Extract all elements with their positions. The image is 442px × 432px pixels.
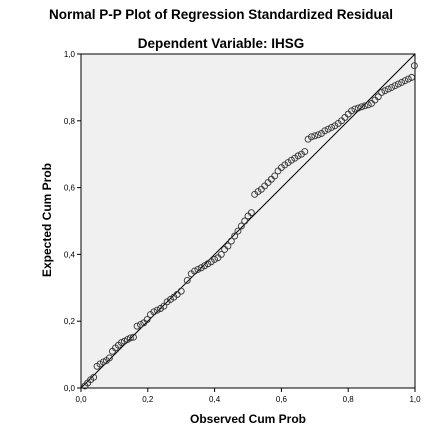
data-point bbox=[201, 262, 209, 270]
data-point bbox=[348, 107, 355, 115]
x-tick-label: 1,0 bbox=[409, 395, 421, 404]
axis-ticks: 0,0 0,0 0,2 0,2 0,4 0,4 0,6 0,6 0,8 0,8 1,0 1,0 bbox=[64, 50, 421, 404]
data-point bbox=[105, 354, 113, 362]
y-tick-label: 0,0 bbox=[64, 384, 76, 393]
data-point bbox=[374, 93, 382, 101]
data-point bbox=[150, 308, 158, 316]
data-point bbox=[237, 222, 245, 230]
data-point bbox=[227, 237, 235, 245]
data-point bbox=[224, 242, 232, 250]
data-point bbox=[401, 77, 409, 85]
data-point bbox=[211, 255, 219, 263]
chart-title: Normal P-P Plot of Regression Standardiz… bbox=[48, 7, 394, 22]
data-point bbox=[314, 131, 322, 139]
y-tick-label: 0,6 bbox=[64, 184, 76, 193]
data-point bbox=[311, 132, 319, 140]
x-tick-label: 0,2 bbox=[142, 395, 154, 404]
data-point bbox=[404, 75, 412, 83]
data-point bbox=[271, 172, 279, 180]
data-point bbox=[143, 316, 151, 323]
data-point bbox=[231, 232, 239, 240]
data-point bbox=[194, 265, 202, 273]
x-tick-label: 0,0 bbox=[75, 395, 87, 404]
data-point bbox=[381, 87, 389, 95]
data-point bbox=[301, 148, 309, 155]
data-point bbox=[398, 78, 406, 86]
data-point bbox=[321, 127, 329, 135]
y-tick-label: 1,0 bbox=[64, 50, 76, 59]
data-point bbox=[153, 306, 161, 314]
x-tick-label: 0,4 bbox=[209, 395, 221, 404]
data-point bbox=[197, 264, 205, 272]
x-axis-label: Observed Cum Prob bbox=[189, 412, 307, 426]
data-point bbox=[126, 334, 134, 342]
data-point bbox=[378, 88, 386, 96]
x-tick-label: 0,8 bbox=[343, 395, 355, 404]
data-point bbox=[351, 105, 359, 113]
data-point bbox=[394, 80, 402, 88]
data-point bbox=[234, 227, 242, 235]
data-point bbox=[177, 287, 185, 295]
data-point bbox=[324, 125, 332, 133]
data-point bbox=[241, 217, 249, 225]
data-point bbox=[96, 360, 104, 368]
data-point bbox=[328, 124, 335, 131]
data-point bbox=[388, 83, 396, 91]
data-point bbox=[391, 82, 399, 90]
data-point bbox=[358, 103, 366, 111]
data-point bbox=[204, 260, 212, 268]
data-point bbox=[191, 267, 199, 275]
data-point bbox=[137, 321, 144, 328]
data-point bbox=[129, 333, 137, 341]
data-point bbox=[160, 302, 168, 310]
data-point bbox=[354, 104, 362, 112]
chart-subtitle: Dependent Variable: IHSG bbox=[137, 36, 305, 51]
data-points bbox=[81, 62, 418, 390]
data-point bbox=[217, 250, 225, 258]
y-tick-label: 0,2 bbox=[64, 317, 76, 326]
data-point bbox=[408, 73, 416, 81]
data-point bbox=[90, 373, 98, 381]
data-point bbox=[364, 101, 372, 109]
y-tick-label: 0,8 bbox=[64, 117, 76, 126]
data-point bbox=[294, 152, 302, 160]
data-point bbox=[384, 85, 392, 93]
x-tick-label: 0,6 bbox=[276, 395, 288, 404]
data-point bbox=[183, 277, 191, 284]
data-point bbox=[247, 209, 255, 217]
data-point bbox=[361, 102, 369, 110]
data-point bbox=[173, 291, 181, 298]
data-point bbox=[308, 133, 315, 141]
y-tick-label: 0,4 bbox=[64, 250, 76, 259]
data-point bbox=[133, 322, 141, 330]
data-point bbox=[410, 62, 418, 70]
data-point bbox=[287, 156, 295, 164]
y-axis-label: Expected Cum Prob bbox=[40, 162, 54, 278]
